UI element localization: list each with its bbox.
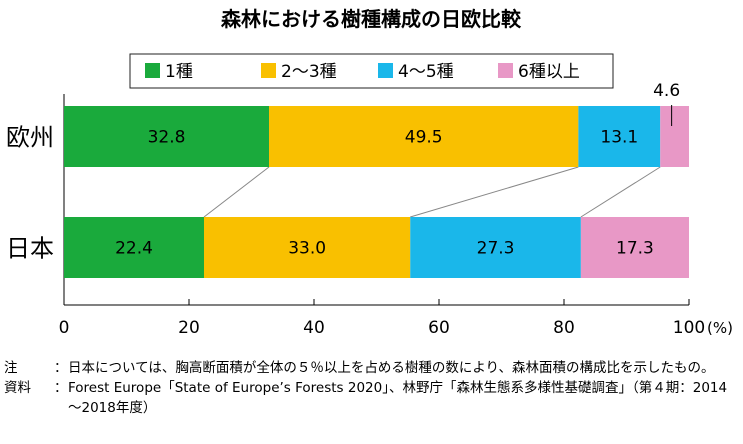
bar-segment [580, 217, 689, 278]
legend: 1種 2～3種 4～5種 6種以上 [129, 53, 614, 89]
x-unit-label: (%) [707, 319, 733, 337]
connector-line [410, 166, 579, 218]
legend-swatch [498, 63, 513, 78]
notes: 注 ： 日本については、胸高断面積が全体の５％以上を占める樹種の数により、森林面… [4, 358, 740, 418]
source-key: 資料 [4, 380, 31, 396]
source-text: Forest Europe「State of Europe’s Forests … [68, 380, 728, 416]
bar-segment [204, 217, 411, 278]
connector-line [580, 166, 661, 218]
bar-segment [410, 217, 581, 278]
x-tick-label: 60 [428, 318, 450, 338]
data-label: 17.3 [616, 239, 654, 259]
chart-title: 森林における樹種構成の日欧比較 [221, 7, 522, 31]
bar-segment [64, 217, 204, 278]
bar-segment [269, 106, 579, 167]
bar-segment [64, 106, 269, 167]
connector-lines [203, 166, 661, 218]
note-separator: ： [54, 360, 68, 376]
x-tick-label: 80 [553, 318, 575, 338]
data-label: 33.0 [288, 239, 326, 259]
source-row: 資料 ： Forest Europe「State of Europe’s For… [4, 378, 740, 418]
connector-line [203, 166, 270, 218]
data-label: 49.5 [405, 128, 443, 148]
note-row: 注 ： 日本については、胸高断面積が全体の５％以上を占める樹種の数により、森林面… [4, 358, 740, 378]
legend-label: 6種以上 [518, 62, 580, 82]
category-label: 日本 [6, 235, 54, 263]
category-label: 欧州 [6, 124, 54, 152]
legend-label: 2～3種 [281, 62, 337, 82]
source-separator: ： [54, 380, 68, 396]
legend-swatch [145, 63, 160, 78]
x-tick-label: 20 [178, 318, 200, 338]
legend-box [129, 53, 614, 89]
x-tick-label: 40 [303, 318, 325, 338]
data-label: 32.8 [148, 128, 186, 148]
legend-label: 1種 [165, 62, 193, 82]
legend-swatch [261, 63, 276, 78]
note-text: 日本については、胸高断面積が全体の５％以上を占める樹種の数により、森林面積の構成… [68, 360, 715, 376]
bar-segment [660, 106, 689, 167]
data-label: 13.1 [600, 128, 638, 148]
bar-segment [578, 106, 661, 167]
data-label: 27.3 [477, 239, 515, 259]
x-tick-label: 100 [673, 318, 705, 338]
chart: 森林における樹種構成の日欧比較 1種 2～3種 4～5種 6種以上 0 20 40 60 80… [6, 7, 733, 338]
legend-swatch [378, 63, 393, 78]
x-tick-label: 0 [59, 318, 70, 338]
legend-label: 4～5種 [398, 62, 454, 82]
data-label: 22.4 [115, 239, 153, 259]
bars: 32.8 49.5 13.1 4.6 22.4 33.0 27.3 17.3 [64, 81, 689, 278]
note-key: 注 [4, 360, 18, 376]
data-label: 4.6 [653, 81, 680, 101]
